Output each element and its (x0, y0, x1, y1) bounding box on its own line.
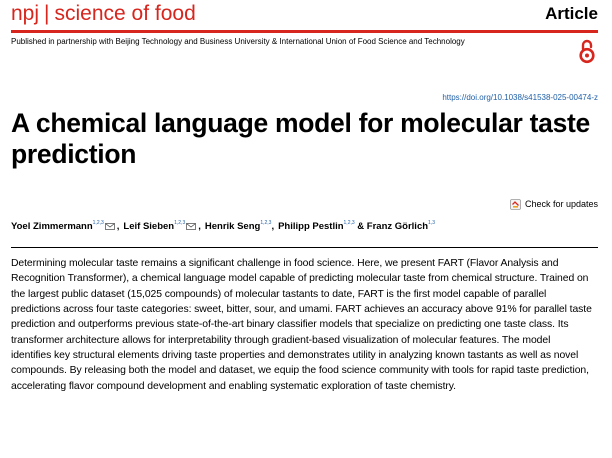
author-name[interactable]: Henrik Seng (204, 221, 261, 232)
email-envelope-icon[interactable] (186, 223, 197, 230)
author-name[interactable]: Philipp Pestlin (278, 221, 344, 232)
journal-name[interactable]: npj | science of food (11, 1, 196, 27)
author-name[interactable]: Yoel Zimmermann (11, 221, 93, 232)
author-affiliation[interactable]: 1,2,3 (92, 220, 104, 226)
authors-divider (11, 247, 598, 248)
author-affiliation[interactable]: 1,2,3 (260, 220, 272, 226)
check-updates-label: Check for updates (524, 199, 598, 209)
doi-link[interactable]: https://doi.org/10.1038/s41538-025-00474… (442, 93, 598, 102)
abstract-text: Determining molecular taste remains a si… (11, 258, 592, 392)
author-separator: , (198, 221, 201, 232)
email-envelope-icon[interactable] (104, 223, 115, 230)
author-affiliation[interactable]: 1,3 (428, 220, 435, 226)
author-connector: & (354, 221, 367, 232)
author-separator: , (271, 221, 275, 232)
author-list: Yoel Zimmermann1,2,3, Leif Sieben1,2,3, He… (11, 217, 435, 233)
author-name[interactable]: Franz Görlich (366, 221, 429, 232)
journal-separator: | (44, 2, 50, 25)
article-title: A chemical language model for molecular … (11, 108, 590, 169)
check-updates-icon (510, 198, 521, 210)
journal-title: science of food (54, 2, 196, 25)
partnership-statement: Published in partnership with Beijing Te… (11, 37, 465, 46)
author-affiliation[interactable]: 1,2,3 (343, 220, 355, 226)
author-separator: , (116, 221, 120, 232)
author-name[interactable]: Leif Sieben (123, 221, 175, 232)
journal-npj: npj (11, 2, 40, 25)
author-affiliation[interactable]: 1,2,3 (174, 220, 186, 226)
article-type-label: Article (545, 4, 598, 23)
header-divider (11, 30, 598, 33)
check-for-updates-button[interactable]: Check for updates (510, 198, 598, 210)
open-access-lock-icon[interactable] (578, 38, 596, 64)
